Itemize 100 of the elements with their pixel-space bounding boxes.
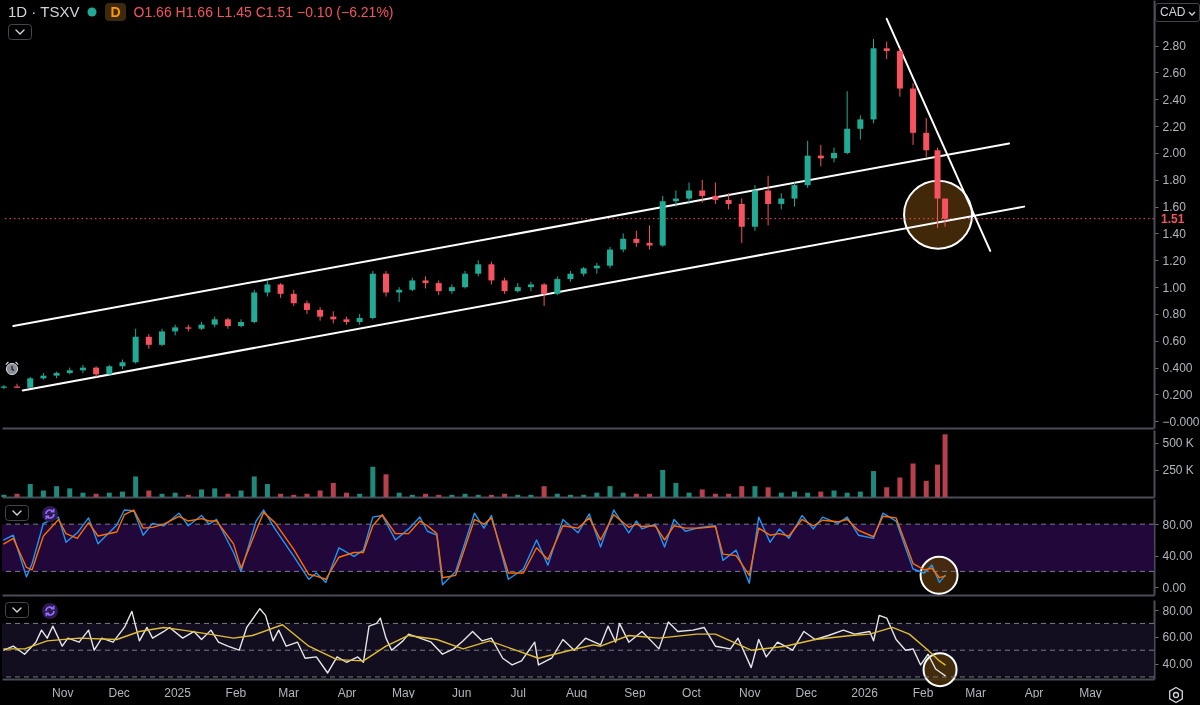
bar: [699, 489, 705, 497]
y-tick-label: 80.00: [1162, 603, 1193, 618]
bar: [212, 488, 218, 497]
bar: [225, 493, 231, 497]
bar: [502, 493, 508, 497]
bar: [27, 484, 33, 497]
bar: [739, 486, 745, 497]
bar: [199, 489, 205, 497]
x-tick-label: Feb: [225, 685, 247, 700]
candlestick: [607, 246, 613, 269]
bar: [660, 469, 666, 497]
bar: [726, 493, 732, 497]
bar: [686, 492, 692, 497]
candlestick: [857, 114, 864, 141]
bar: [264, 484, 270, 497]
candlestick: [699, 179, 706, 204]
bar: [712, 493, 718, 497]
x-tick-label: Dec: [108, 685, 130, 700]
bar: [278, 493, 284, 497]
bar: [607, 486, 613, 497]
x-tick-label: Mar: [965, 685, 987, 700]
x-tick-label: Oct: [682, 685, 702, 700]
bar: [567, 494, 573, 497]
candlestick: [831, 147, 837, 163]
bar: [462, 493, 468, 497]
y-tick-label: 0.60: [1162, 334, 1187, 349]
candlestick: [923, 117, 930, 158]
y-tick-label: 2.00: [1162, 146, 1187, 161]
bar: [291, 494, 297, 497]
y-tick-label: 1.80: [1162, 173, 1187, 188]
bar: [831, 490, 837, 497]
bar: [370, 466, 376, 497]
bar: [304, 493, 310, 497]
candlestick: [646, 224, 653, 251]
bar: [80, 492, 86, 497]
bar: [554, 493, 560, 497]
candlestick: [527, 281, 534, 292]
bar: [673, 482, 679, 497]
bar: [330, 482, 336, 497]
bar: [238, 490, 244, 497]
bar: [159, 493, 165, 497]
bar: [396, 492, 402, 497]
chart-subtitle: O1.66 H1.66 L1.45 C1.51 −0.10 (−6.21%): [133, 3, 394, 21]
candlestick: [93, 365, 100, 378]
candlestick: [14, 383, 21, 389]
bar: [647, 493, 653, 497]
y-tick-label: 40.00: [1162, 657, 1193, 672]
y-tick-label: 80.00: [1162, 517, 1193, 532]
candlestick: [383, 270, 389, 298]
candlestick: [238, 318, 245, 328]
candlestick: [554, 275, 561, 296]
chart-title: 1D · TSXV: [8, 3, 80, 21]
bar: [594, 492, 600, 497]
bar: [146, 490, 152, 497]
bar: [778, 492, 784, 497]
bar: [423, 493, 429, 497]
y-tick-label: 60.00: [1162, 630, 1193, 645]
candlestick: [448, 283, 455, 295]
candlestick: [303, 300, 310, 315]
y-tick-label: 500 K: [1162, 436, 1194, 451]
bar: [633, 493, 639, 497]
bar: [884, 487, 890, 497]
bar: [488, 494, 494, 497]
bar: [765, 487, 771, 497]
bar: [133, 476, 139, 497]
y-tick-label: 1.20: [1162, 253, 1187, 268]
bar: [791, 491, 797, 497]
x-tick-label: Feb: [912, 685, 934, 700]
x-tick-label: 2025: [164, 685, 192, 700]
bar: [343, 492, 349, 497]
y-tick-label: 0.80: [1162, 307, 1187, 322]
bar: [251, 476, 257, 497]
bar: [14, 493, 20, 497]
y-tick-label: −0.000: [1162, 414, 1200, 429]
candlestick: [0, 384, 7, 390]
bar: [119, 491, 125, 497]
bar: [475, 494, 481, 497]
bar: [317, 490, 323, 497]
y-tick-label: 2.60: [1162, 65, 1187, 80]
bar: [436, 494, 442, 497]
candlestick: [712, 181, 719, 205]
x-tick-label: Jul: [510, 685, 526, 700]
bar: [871, 471, 877, 497]
candlestick: [620, 232, 627, 253]
bar: [752, 486, 758, 497]
y-tick-label: 1.00: [1162, 280, 1187, 295]
bar: [357, 493, 363, 497]
bar: [515, 494, 521, 497]
y-tick-label: 0.00: [1162, 580, 1187, 595]
bar: [581, 494, 587, 497]
candlestick: [738, 198, 745, 244]
annotation: D: [105, 3, 126, 21]
x-tick-label: Jun: [452, 685, 472, 700]
candlestick: [791, 181, 798, 208]
bar: [106, 492, 112, 497]
x-tick-label: Dec: [795, 685, 817, 700]
bar: [910, 463, 916, 497]
y-axis-title: CAD: [1160, 5, 1186, 20]
x-tick-label: 2026: [851, 685, 879, 700]
bar: [857, 491, 863, 497]
